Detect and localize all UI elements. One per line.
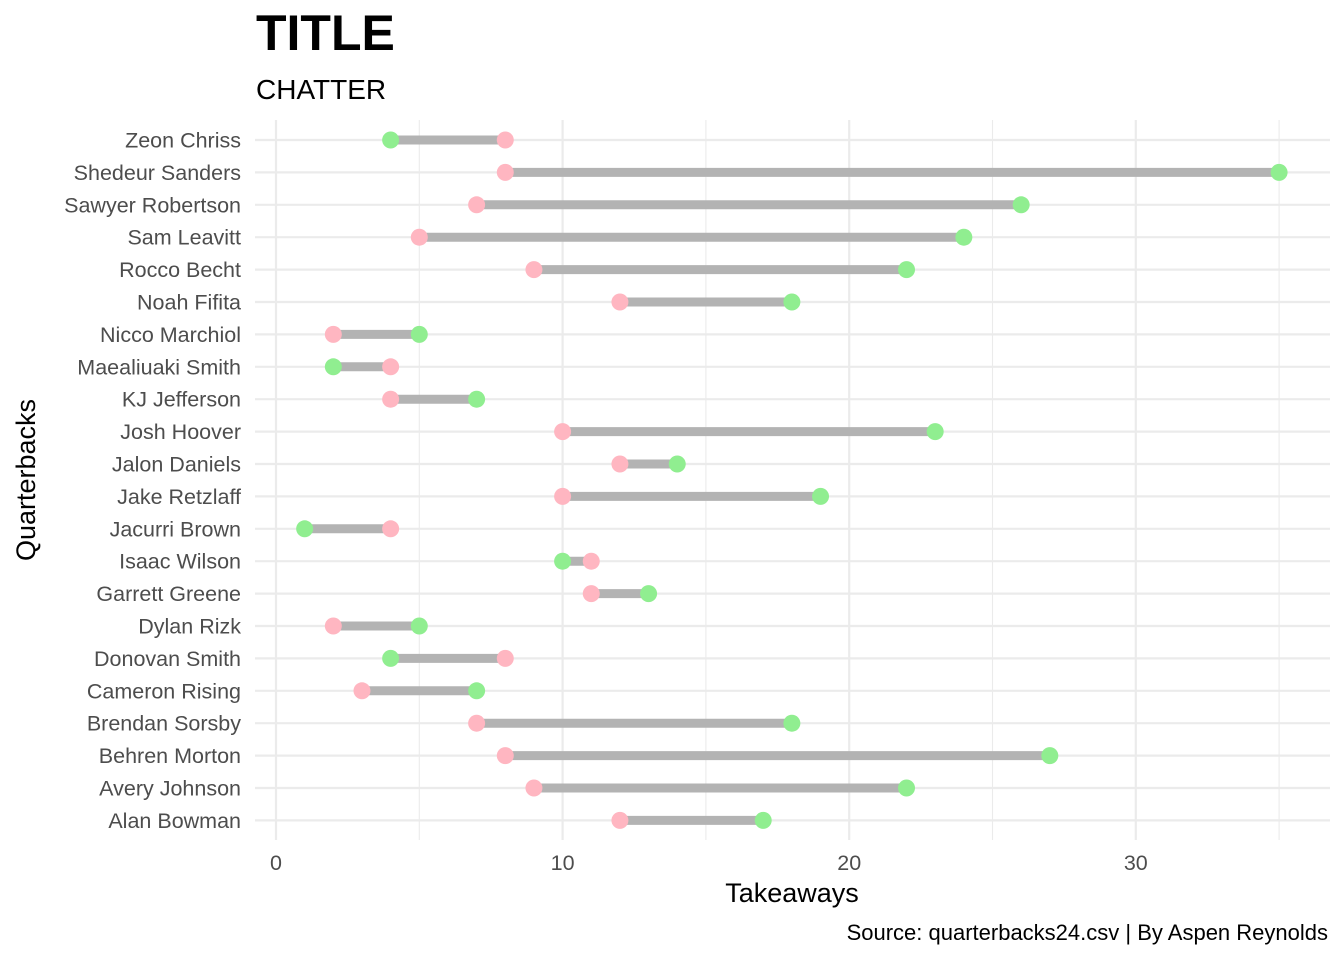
- pink-point: [353, 682, 371, 700]
- green-point: [382, 131, 400, 149]
- row-label: Rocco Becht: [119, 258, 241, 282]
- pink-point: [468, 196, 486, 214]
- pink-point: [496, 131, 514, 149]
- x-tick-label: 20: [837, 851, 861, 875]
- row-label: Jacurri Brown: [110, 517, 241, 541]
- pink-point: [525, 779, 543, 797]
- row-label: Josh Hoover: [120, 420, 241, 444]
- chart-title: TITLE: [256, 5, 395, 61]
- green-point: [324, 358, 342, 376]
- row-label: Noah Fifita: [137, 291, 241, 315]
- green-point: [783, 714, 801, 732]
- row-label: Donovan Smith: [94, 647, 241, 671]
- green-point: [1041, 747, 1059, 765]
- green-point: [554, 552, 572, 570]
- row-label: Dylan Rizk: [138, 615, 241, 639]
- green-point: [668, 455, 686, 473]
- pink-point: [525, 261, 543, 279]
- pink-point: [468, 714, 486, 732]
- row-label: Sawyer Robertson: [64, 193, 241, 217]
- row-labels: Zeon Chriss Shedeur Sanders Sawyer Roberts…: [64, 129, 241, 833]
- green-point: [1012, 196, 1030, 214]
- green-point: [640, 585, 658, 603]
- green-point: [783, 293, 801, 311]
- green-point: [382, 649, 400, 667]
- pink-point: [496, 163, 514, 181]
- row-label: Garrett Greene: [96, 582, 241, 606]
- pink-point: [324, 617, 342, 635]
- green-point: [812, 487, 830, 505]
- x-tick-label: 30: [1124, 851, 1148, 875]
- row-label: Brendan Sorsby: [87, 712, 241, 736]
- green-point: [955, 228, 973, 246]
- green-point: [754, 811, 772, 829]
- pink-point: [554, 423, 572, 441]
- green-point: [898, 779, 916, 797]
- green-point: [410, 617, 428, 635]
- row-label: Sam Leavitt: [127, 226, 241, 250]
- green-point: [410, 325, 428, 343]
- row-label: Shedeur Sanders: [74, 161, 241, 185]
- y-axis-label: Quarterbacks: [11, 399, 41, 561]
- row-label: Jake Retzlaff: [117, 485, 241, 509]
- green-point: [926, 423, 944, 441]
- pink-point: [611, 455, 629, 473]
- pink-point: [410, 228, 428, 246]
- pink-point: [611, 293, 629, 311]
- pink-point: [582, 585, 600, 603]
- x-axis-label: Takeaways: [725, 878, 859, 908]
- grid-lines: [255, 120, 1330, 840]
- pink-point: [611, 811, 629, 829]
- pink-point: [582, 552, 600, 570]
- green-point: [468, 682, 486, 700]
- row-label: Maealiuaki Smith: [77, 355, 241, 379]
- row-label: Isaac Wilson: [119, 550, 241, 574]
- row-label: Nicco Marchiol: [100, 323, 241, 347]
- row-label: Behren Morton: [99, 744, 241, 768]
- points: [296, 131, 1288, 829]
- row-label: Jalon Daniels: [112, 453, 241, 477]
- pink-point: [382, 358, 400, 376]
- green-point: [898, 261, 916, 279]
- chart-caption: Source: quarterbacks24.csv | By Aspen Re…: [846, 920, 1328, 945]
- green-point: [468, 390, 486, 408]
- row-label: Cameron Rising: [87, 679, 241, 703]
- segments: [304, 135, 1280, 825]
- x-tick-label: 0: [270, 851, 282, 875]
- x-tick-label: 10: [551, 851, 575, 875]
- pink-point: [496, 649, 514, 667]
- pink-point: [554, 487, 572, 505]
- pink-point: [496, 747, 514, 765]
- row-label: Alan Bowman: [108, 809, 241, 833]
- green-point: [1270, 163, 1288, 181]
- pink-point: [382, 520, 400, 538]
- row-label: KJ Jefferson: [122, 388, 241, 412]
- row-label: Zeon Chriss: [125, 129, 241, 153]
- row-label: Avery Johnson: [99, 777, 241, 801]
- x-tick-labels: 0 10 20 30: [270, 851, 1148, 875]
- green-point: [296, 520, 314, 538]
- pink-point: [382, 390, 400, 408]
- chart-subtitle: CHATTER: [256, 74, 387, 105]
- pink-point: [324, 325, 342, 343]
